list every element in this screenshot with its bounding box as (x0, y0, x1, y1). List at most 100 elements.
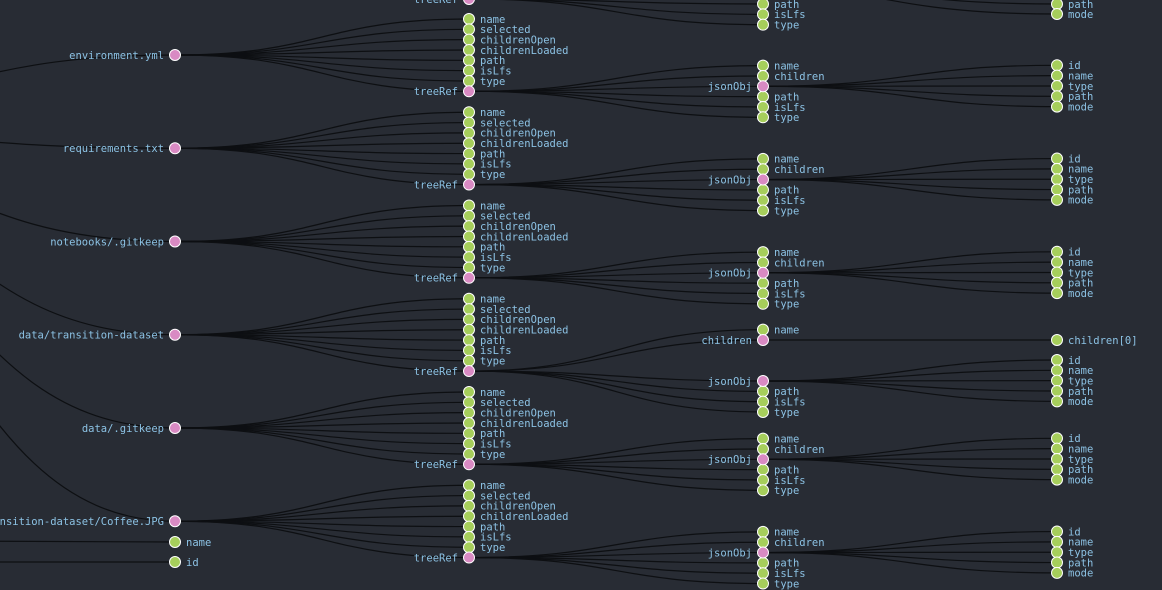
node-label: mode (1068, 101, 1093, 113)
leaf-node-id: id (1051, 354, 1081, 367)
leaf-node-islfs: isLfs (757, 567, 806, 580)
node-label: selected (480, 24, 531, 36)
leaf-node-dot (1051, 525, 1063, 538)
tree-link (468, 85, 764, 92)
tree-link (0, 54, 176, 73)
node-label: childrenOpen (480, 34, 556, 46)
json-obj-node[interactable]: jsonObj (708, 80, 769, 93)
leaf-node-dot (757, 463, 769, 476)
branch-node-dot (169, 328, 181, 341)
leaf-node-islfs: isLfs (757, 194, 806, 207)
node-label: name (774, 527, 799, 539)
leaf-node-path: path (757, 277, 799, 290)
json-obj-node[interactable]: jsonObj (708, 375, 769, 388)
leaf-node-childrenloaded: childrenLoaded (463, 230, 569, 243)
leaf-node-path: path (757, 90, 799, 103)
leaf-node-childrenopen: childrenOpen (463, 126, 556, 140)
node-label: id (1068, 247, 1081, 259)
children-node[interactable]: children (701, 334, 769, 347)
branch-node-dot (169, 422, 181, 434)
leaf-node-dot (1051, 432, 1063, 445)
file-node-data-gitkeep[interactable]: data/.gitkeep (82, 422, 181, 435)
branch-node-dot (463, 178, 475, 191)
tree-link (174, 54, 470, 82)
tree-link (174, 204, 470, 243)
file-node-requirements-txt[interactable]: requirements.txt (63, 142, 181, 155)
node-label: name (1068, 164, 1093, 176)
node-label: childrenLoaded (480, 325, 569, 337)
tree-link (0, 212, 176, 243)
node-label: name (186, 537, 211, 549)
node-label: path (1068, 464, 1093, 476)
leaf-node-name: name (757, 152, 799, 166)
tree-link (762, 380, 1058, 402)
leaf-node-dot (757, 100, 769, 113)
tree-ref-node[interactable]: treeRef (414, 178, 475, 191)
node-label: path (1068, 386, 1093, 398)
tree-link (174, 240, 470, 279)
node-label: path (774, 558, 799, 570)
node-label: name (774, 324, 799, 336)
node-label: childrenOpen (480, 314, 556, 326)
leaf-node-dot (1051, 276, 1063, 289)
node-label: type (1068, 547, 1093, 559)
tree-link (762, 369, 1058, 382)
leaf-node-dot (757, 277, 769, 290)
leaf-node-dot (463, 251, 475, 264)
leaf-node-name: name (757, 323, 799, 336)
tree-ref-node[interactable]: treeRef (414, 365, 475, 378)
tree-link (174, 18, 470, 56)
tree-link (762, 272, 1058, 284)
node-label: selected (480, 117, 531, 129)
tree-link (468, 90, 764, 118)
node-label: notebooks/.gitkeep (50, 236, 164, 248)
leaf-node-dot (463, 334, 475, 347)
node-label: path (1068, 0, 1093, 11)
leaf-node-name: name (463, 106, 505, 119)
leaf-node-type: type (463, 447, 505, 461)
branch-node-dot (463, 551, 475, 564)
leaf-node-dot (1051, 374, 1063, 387)
leaf-node-dot (463, 530, 475, 543)
leaf-node-type: type (1051, 546, 1093, 559)
leaf-node-dot (1051, 546, 1063, 559)
leaf-node-dot (463, 489, 475, 502)
leaf-node-dot (463, 23, 475, 36)
leaf-node-dot (757, 204, 769, 217)
leaf-node-dot (757, 111, 769, 124)
tree-ref-node[interactable]: treeRef (414, 551, 475, 564)
leaf-node-dot (463, 344, 475, 357)
leaf-node-dot (757, 287, 769, 300)
leaf-node-dot (463, 116, 475, 129)
tree-ref-node[interactable]: treeRef (414, 85, 475, 98)
file-node-notebooks-gitkeep[interactable]: notebooks/.gitkeep (50, 235, 181, 248)
leaf-node-childrenopen: childrenOpen (463, 313, 556, 326)
node-label: mode (1068, 9, 1093, 21)
leaf-node-dot (757, 152, 769, 165)
file-node-nsition-dataset-coffee-jpg[interactable]: nsition-dataset/Coffee.JPG (0, 515, 181, 528)
node-label: path (480, 55, 505, 67)
leaf-node-dot (1051, 79, 1063, 92)
node-label: isLfs (480, 252, 512, 264)
node-label: mode (1068, 396, 1093, 408)
json-obj-node[interactable]: jsonObj (708, 173, 769, 186)
json-obj-node[interactable]: jsonObj (708, 453, 769, 466)
tree-ref-node[interactable]: treeRef (414, 271, 475, 285)
leaf-node-name: name (757, 59, 799, 72)
leaf-node-dot (463, 230, 475, 243)
node-label: isLfs (480, 65, 512, 77)
node-label: childrenLoaded (480, 231, 569, 243)
json-obj-node[interactable]: jsonObj (708, 546, 769, 559)
json-obj-node[interactable]: jsonObj (708, 266, 769, 280)
leaf-node-mode: mode (1051, 100, 1093, 113)
node-label: type (480, 356, 505, 368)
leaf-node-dot (757, 8, 769, 21)
node-label: childrenLoaded (480, 511, 569, 523)
tree-ref-node[interactable]: treeRef (414, 458, 475, 471)
tree-ref-node[interactable]: treeRef (414, 0, 475, 6)
leaf-node-dot (1051, 354, 1063, 366)
file-node-data-transition-dataset[interactable]: data/transition-dataset (19, 328, 181, 342)
tree-link (762, 458, 1058, 470)
file-node-environment-yml[interactable]: environment.yml (69, 49, 181, 62)
